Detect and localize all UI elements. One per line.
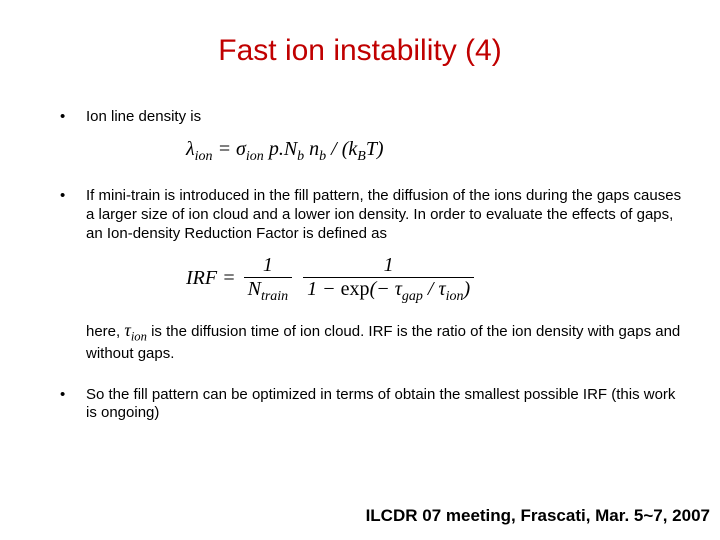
eq2-frac2: 1 1 − exp(− τgap / τion) — [303, 254, 474, 305]
eq2-frac2-den: 1 − exp(− τgap / τion) — [303, 278, 474, 305]
bullet-1-text: Ion line density is — [86, 108, 201, 125]
slide: Fast ion instability (4) Ion line densit… — [0, 0, 720, 540]
bullet-list: Ion line density is λion = σion p.Nb nb … — [30, 108, 690, 423]
bullet-2-text: If mini-train is introduced in the fill … — [86, 187, 681, 242]
equation-2: IRF = 1 Ntrain 1 1 − exp(− τgap / τion) — [186, 254, 690, 305]
footer-text: ILCDR 07 meeting, Frascati, Mar. 5~7, 20… — [366, 506, 710, 526]
bullet-2: If mini-train is introduced in the fill … — [60, 187, 690, 363]
eq2-frac1: 1 Ntrain — [244, 254, 293, 305]
equation-1: λion = σion p.Nb nb / (kBT) — [186, 137, 690, 166]
eq2-lhs: IRF = — [186, 267, 241, 289]
slide-title: Fast ion instability (4) — [30, 34, 690, 68]
bullet-3-text: So the fill pattern can be optimized in … — [86, 386, 675, 422]
bullet-2-cont-suffix: is the diffusion time of ion cloud. IRF … — [86, 323, 680, 362]
bullet-2-cont-prefix: here, — [86, 323, 124, 340]
eq2-frac2-num: 1 — [303, 254, 474, 278]
bullet-2-continuation: here, τion is the diffusion time of ion … — [86, 319, 690, 364]
eq2-frac1-den: Ntrain — [244, 278, 293, 305]
bullet-1: Ion line density is λion = σion p.Nb nb … — [60, 108, 690, 165]
tau-ion-symbol: τion — [124, 320, 147, 340]
eq2-frac1-num: 1 — [244, 254, 293, 278]
bullet-3: So the fill pattern can be optimized in … — [60, 386, 690, 424]
